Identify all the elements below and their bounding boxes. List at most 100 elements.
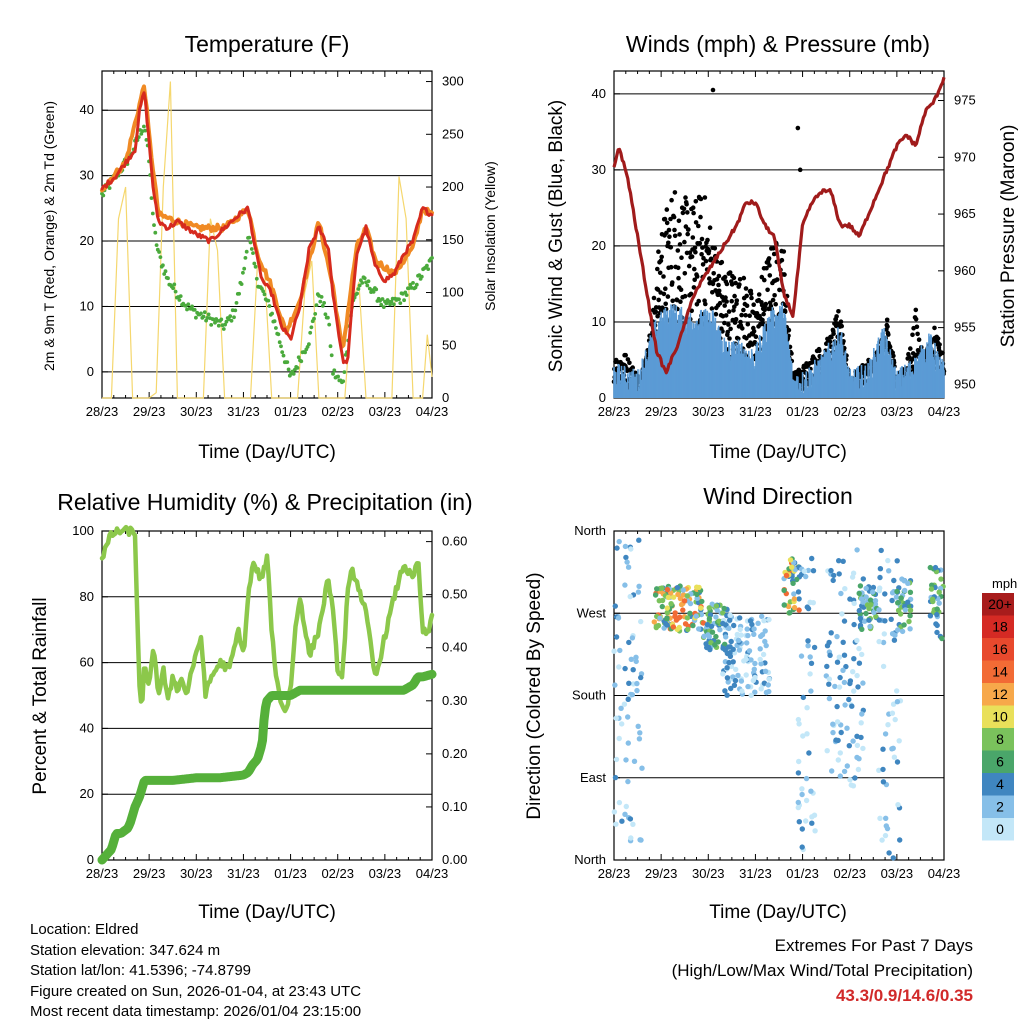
dewpoint-point (411, 281, 415, 285)
wind-direction-point (889, 746, 895, 752)
wind-direction-point (796, 758, 802, 765)
dewpoint-point (360, 281, 365, 285)
wind-direction-point (630, 667, 636, 673)
gust-point (765, 287, 770, 293)
dewpoint-point (323, 312, 328, 317)
gust-point (678, 299, 683, 305)
wind-direction-point (712, 642, 718, 648)
wind-direction-point (886, 850, 892, 856)
dewpoint-point (414, 282, 419, 287)
gust-point (726, 309, 732, 314)
winds-title: Winds (mph) & Pressure (mb) (626, 31, 930, 57)
gust-point (692, 277, 697, 283)
wind-direction-point (634, 687, 640, 694)
gust-point (691, 285, 697, 290)
speed-legend-label: 0 (996, 821, 1004, 837)
dewpoint-point (161, 263, 165, 268)
wind-direction-point (858, 596, 865, 602)
speed-legend-swatch (982, 683, 1014, 706)
dewpoint-point (426, 267, 431, 271)
wind-direction-point (795, 804, 801, 811)
wind-direction-point (898, 595, 904, 601)
dewpoint-point (261, 289, 266, 294)
speed-legend-label: 18 (992, 619, 1008, 635)
wind-direction-point (841, 652, 848, 658)
wind-direction-point (892, 716, 898, 723)
wind-direction-point (902, 607, 909, 613)
gust-point (736, 336, 741, 342)
wind-direction-point (626, 639, 632, 646)
dewpoint-point (209, 323, 214, 327)
gust-point (831, 331, 836, 337)
gust-point (702, 195, 708, 200)
dewpoint-point (221, 327, 226, 331)
wind-direction-point (934, 611, 940, 618)
gust-point (710, 281, 716, 287)
wind-direction-point (755, 620, 761, 626)
wind-direction-point (835, 757, 841, 763)
wind-direction-point (762, 628, 768, 634)
gust-point (655, 313, 660, 319)
wind-direction-point (628, 546, 634, 552)
wind-direction-point (934, 606, 940, 612)
wind-direction-point (828, 630, 834, 636)
wind-direction-point (886, 568, 892, 574)
y-tick-label: 20 (80, 233, 94, 248)
dewpoint-point (192, 307, 197, 312)
wind-direction-point (744, 640, 750, 646)
wind-direction-point (736, 647, 743, 653)
gust-point (767, 273, 773, 278)
gust-point (766, 256, 772, 261)
speed-legend-swatch (982, 705, 1014, 728)
dewpoint-point (201, 314, 206, 319)
wind-direction-point (929, 596, 936, 602)
wind-direction-point (639, 765, 645, 771)
wind-direction-point (726, 659, 732, 666)
gust-point (817, 348, 822, 354)
wind-direction-point (840, 639, 846, 645)
dewpoint-point (366, 279, 371, 284)
wind-direction-point (897, 837, 903, 843)
gust-point (659, 254, 664, 260)
wind-direction-point (623, 803, 629, 810)
wind-direction-point (824, 748, 830, 754)
gust-point (661, 274, 666, 279)
wind-direction-point (889, 710, 896, 716)
gust-point (743, 286, 749, 291)
wind-direction-point (836, 654, 842, 660)
dewpoint-point (262, 292, 267, 297)
wind-direction-point (614, 545, 620, 551)
gust-point (698, 214, 703, 220)
y-right-tick-label: 965 (954, 206, 976, 221)
speed-legend-swatch (982, 818, 1014, 841)
wind-direction-point (659, 603, 665, 610)
wind-direction-point (745, 683, 751, 690)
wind-direction-point (682, 621, 689, 627)
dewpoint-point (149, 196, 154, 201)
gust-point (707, 225, 713, 230)
wind-direction-point (838, 729, 844, 736)
gust-point (737, 277, 743, 282)
gust-point (686, 263, 692, 269)
wind-direction-point (837, 750, 843, 756)
speed-legend-label: 10 (992, 709, 1008, 725)
wind-direction-point (664, 586, 671, 593)
wind-direction-point (761, 618, 767, 624)
wind-direction-point (623, 554, 629, 561)
dewpoint-point (342, 370, 347, 374)
dewpoint-point (267, 304, 272, 308)
wind-direction-point (713, 633, 719, 640)
wind-direction-point (726, 625, 732, 632)
wind-direction-point (709, 629, 716, 635)
dewpoint-point (381, 305, 386, 309)
gust-point (770, 297, 776, 303)
gust-point (703, 301, 708, 307)
wind-direction-point (894, 588, 900, 595)
extremes-title: Extremes For Past 7 Days (774, 936, 973, 955)
winds-panel: Winds (mph) & Pressure (mb) Sonic Wind &… (546, 31, 1019, 463)
gust-point (669, 197, 674, 203)
wind-direction-point (690, 622, 696, 629)
wind-direction-point (629, 635, 636, 641)
wind-direction-point (704, 621, 711, 628)
x-tick-label: 29/23 (645, 404, 678, 419)
